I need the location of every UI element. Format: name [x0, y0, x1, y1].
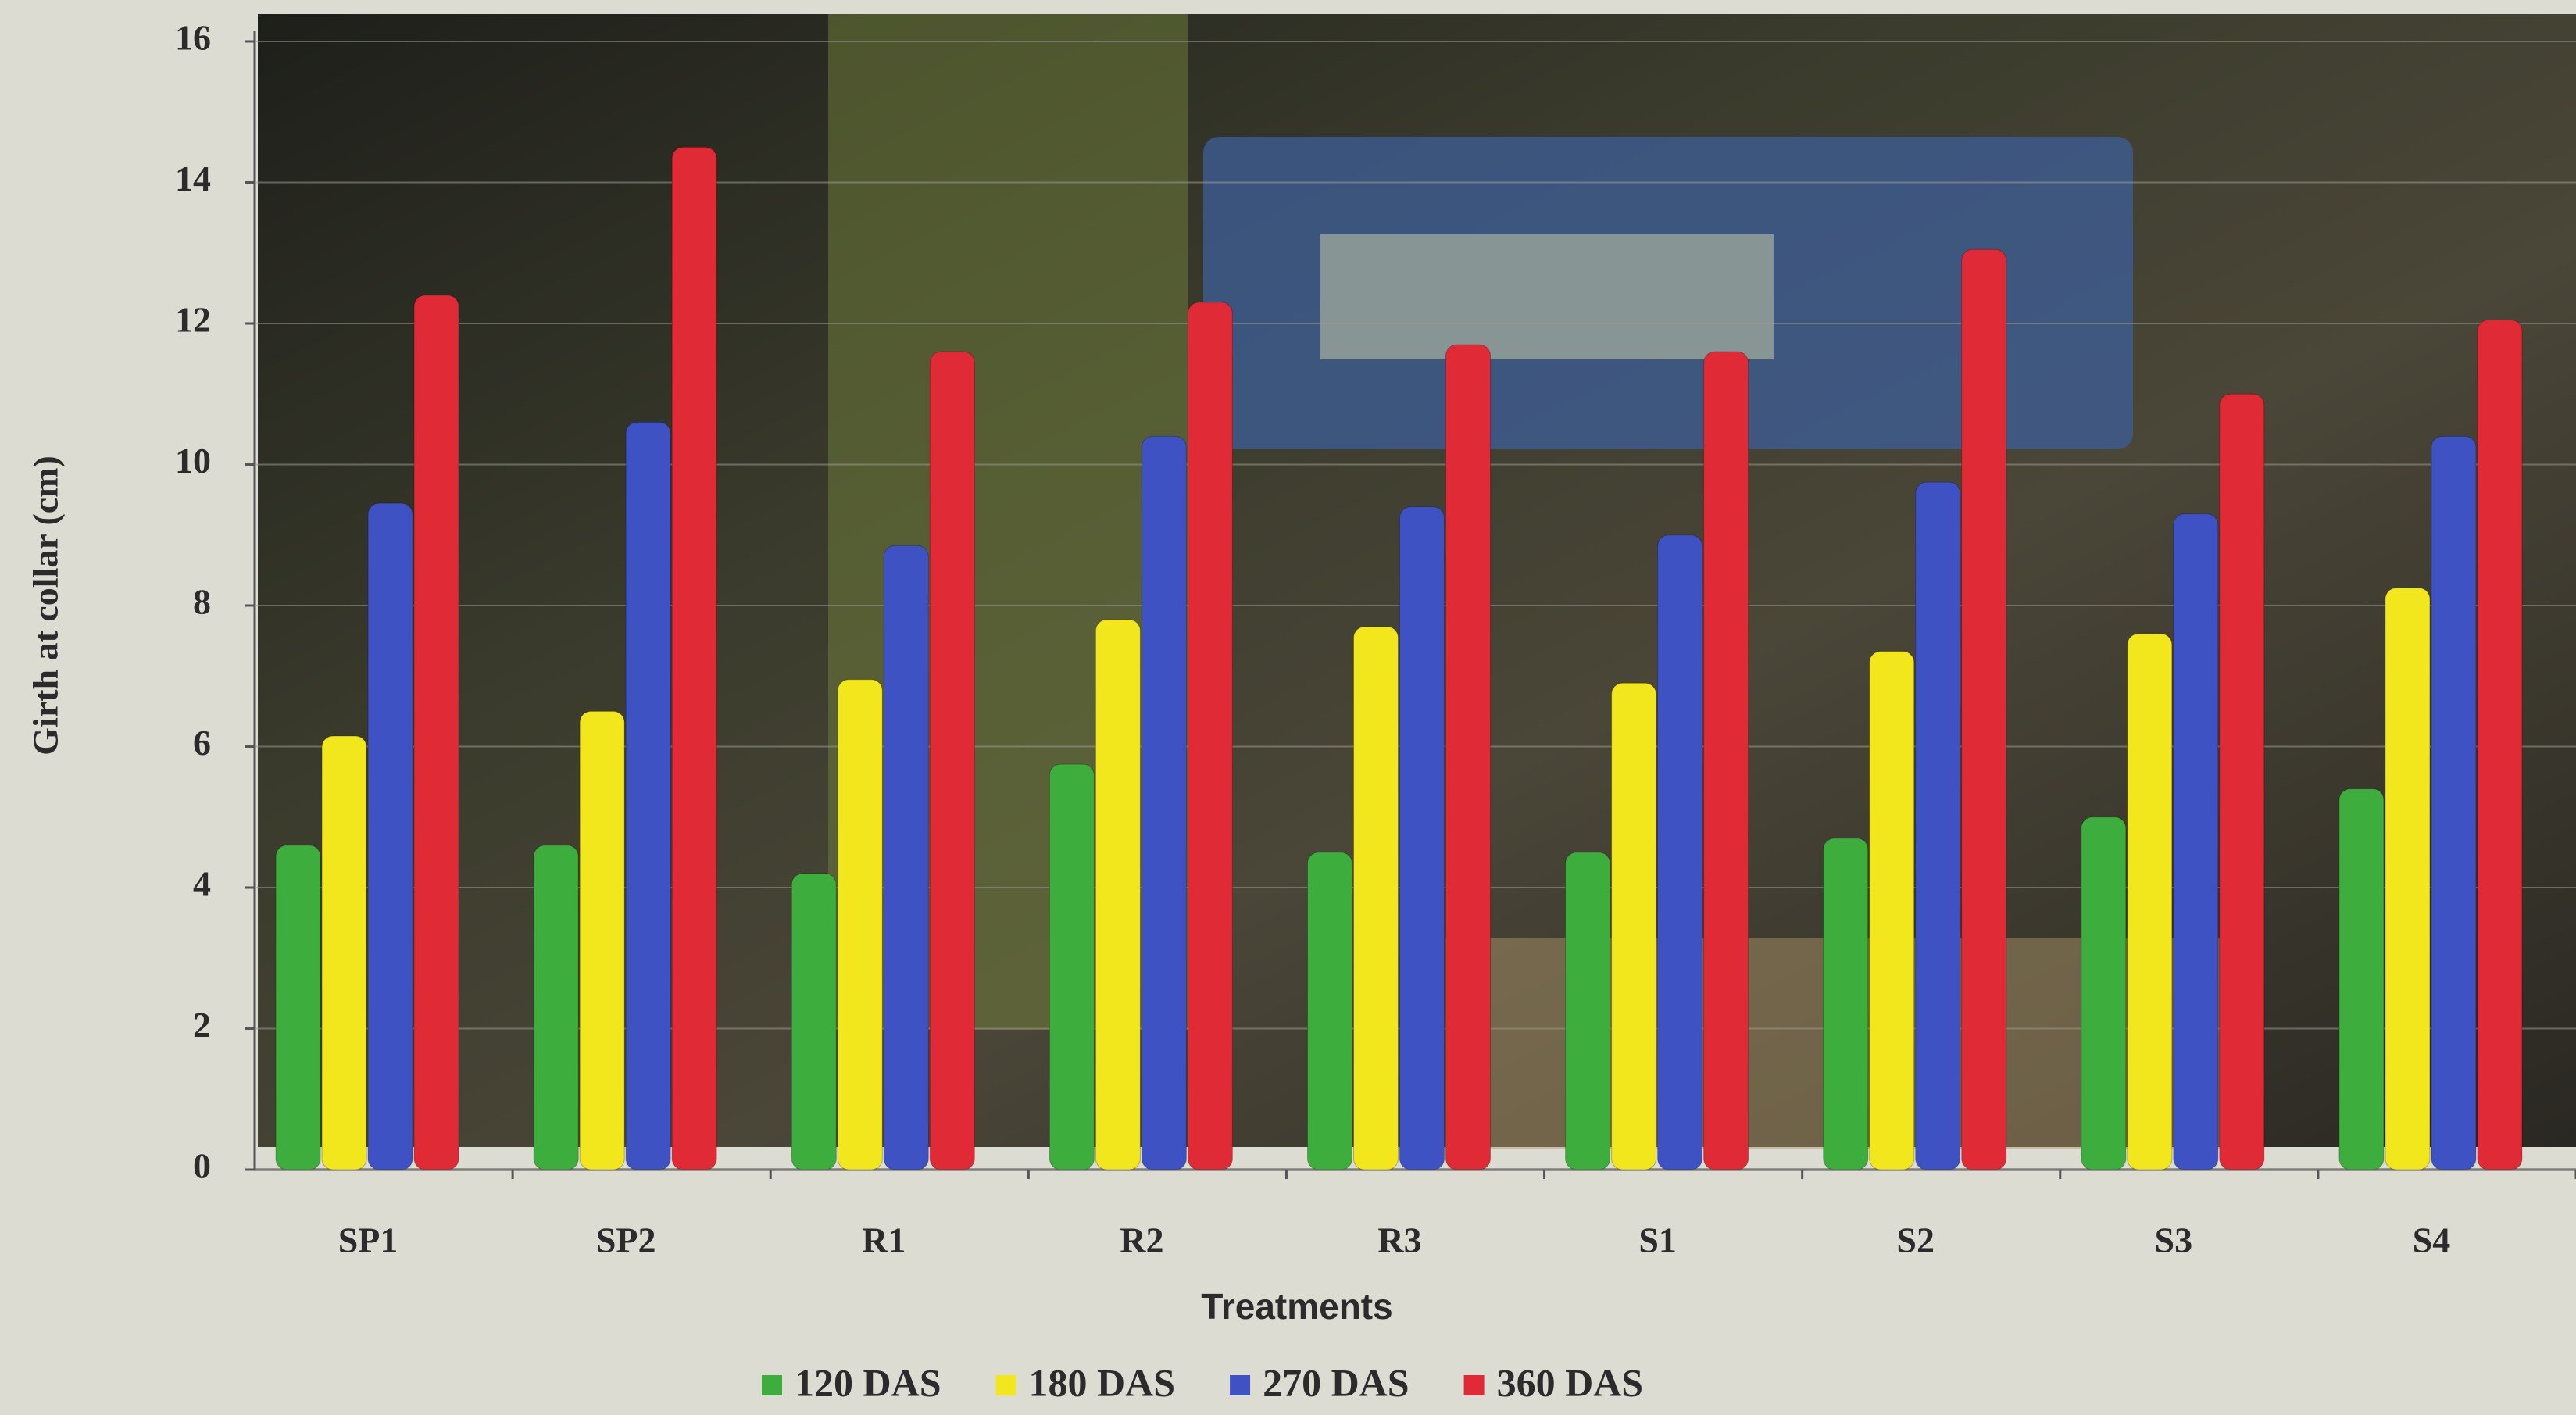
x-tick-label: S2: [1896, 1220, 1935, 1260]
y-tick-label: 16: [175, 18, 211, 58]
y-tick-label: 0: [193, 1146, 211, 1186]
bar: [883, 545, 929, 1170]
legend-swatch: [1230, 1375, 1251, 1395]
bar: [413, 295, 459, 1170]
bar: [2081, 816, 2127, 1170]
y-tick-label: 2: [193, 1005, 211, 1045]
bar: [1187, 302, 1233, 1170]
bar: [367, 502, 413, 1170]
legend-label: 120 DAS: [795, 1360, 941, 1404]
legend-swatch: [995, 1375, 1016, 1395]
bar: [533, 845, 579, 1170]
bar: [1961, 248, 2007, 1170]
x-tick-label: R3: [1377, 1220, 1421, 1260]
bar: [1915, 481, 1961, 1170]
legend-swatch: [762, 1375, 782, 1395]
bar: [1565, 852, 1611, 1170]
x-tick-label: R1: [862, 1220, 906, 1260]
y-tick-label: 10: [175, 441, 211, 481]
bar: [1823, 838, 1869, 1170]
bar: [2477, 319, 2523, 1170]
bar: [1307, 852, 1352, 1170]
bar: [1353, 626, 1399, 1170]
x-tick-label: SP1: [338, 1220, 398, 1260]
bar: [321, 735, 367, 1170]
bar: [2173, 513, 2219, 1170]
bar: [2338, 788, 2385, 1170]
y-tick-label: 4: [193, 864, 211, 904]
bar: [2127, 633, 2173, 1170]
x-tick-label: R2: [1120, 1220, 1163, 1260]
y-tick-label: 12: [175, 300, 211, 340]
y-tick-label: 6: [193, 723, 211, 763]
x-tick-label: S1: [1638, 1220, 1677, 1260]
bar: [1445, 344, 1491, 1170]
bar: [791, 873, 837, 1170]
caliper-display: [1320, 234, 1774, 359]
bar: [1095, 619, 1141, 1170]
x-tick-label: SP2: [596, 1220, 656, 1260]
bar: [837, 679, 883, 1170]
bar: [1703, 351, 1749, 1170]
bar: [1869, 651, 1915, 1170]
bar: [671, 146, 717, 1170]
bar: [1657, 534, 1703, 1170]
bar: [1049, 763, 1095, 1170]
bar: [579, 710, 625, 1170]
bar: [2219, 393, 2265, 1170]
bar: [929, 351, 975, 1170]
bar: [2385, 587, 2431, 1170]
y-tick-label: 8: [193, 582, 211, 622]
bar: [1611, 682, 1657, 1170]
bar: [275, 845, 321, 1170]
bar: [2431, 435, 2477, 1170]
legend-label: 180 DAS: [1029, 1360, 1176, 1404]
legend-swatch: [1463, 1375, 1485, 1395]
y-tick-label: 14: [175, 159, 211, 198]
bar: [625, 421, 671, 1170]
x-tick-label: S3: [2155, 1220, 2193, 1260]
y-axis-title: Girth at collar (cm): [26, 456, 66, 756]
x-tick-label: S4: [2413, 1220, 2451, 1260]
x-axis-title: Treatments: [1201, 1286, 1392, 1327]
legend: 120 DAS 180 DAS 270 DAS 360 DAS: [762, 1360, 1643, 1404]
legend-label: 360 DAS: [1497, 1360, 1644, 1404]
bar: [1141, 435, 1187, 1170]
bar: [1399, 506, 1445, 1170]
legend-label: 270 DAS: [1263, 1360, 1409, 1404]
